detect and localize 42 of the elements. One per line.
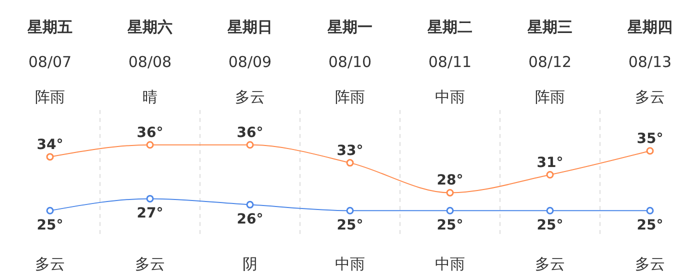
data-label: 25° xyxy=(636,218,664,234)
point xyxy=(546,206,554,214)
text: 多云 xyxy=(134,255,166,274)
point xyxy=(146,141,154,149)
x-tick-label: 星期一 08/10 阵雨 xyxy=(326,18,372,106)
point xyxy=(246,200,254,208)
text: 多云 xyxy=(534,255,566,274)
data-label: 28° xyxy=(436,172,464,189)
point xyxy=(446,188,454,196)
data-label: 31° xyxy=(536,154,564,171)
x-tick-label: 星期三 08/12 阵雨 xyxy=(526,18,572,106)
data-label: 25° xyxy=(336,218,364,234)
data-label: 36° xyxy=(136,124,164,141)
x-tick-label: 星期五 08/07 阵雨 xyxy=(26,18,72,106)
data-label: 25° xyxy=(36,218,64,234)
x-tick-label: 星期六 08/08 晴 xyxy=(126,18,172,106)
text: 多云 xyxy=(34,255,66,274)
data-label: 34° xyxy=(36,136,64,153)
point xyxy=(346,159,354,167)
point xyxy=(646,147,654,155)
data-label: 36° xyxy=(236,124,264,141)
point xyxy=(46,206,54,214)
point xyxy=(146,194,154,202)
data-label: 26° xyxy=(236,212,264,228)
point xyxy=(446,206,454,214)
point xyxy=(46,153,54,161)
x-tick-label: 星期日 08/09 多云 xyxy=(226,18,272,106)
text: 中雨 xyxy=(434,255,466,274)
point xyxy=(646,206,654,214)
data-label: 27° xyxy=(136,206,164,222)
point xyxy=(246,141,254,149)
data-label: 25° xyxy=(436,218,464,234)
point xyxy=(346,206,354,214)
text: 阴 xyxy=(242,255,258,274)
x-tick-label: 星期二 08/11 中雨 xyxy=(426,18,472,106)
x-tick-label: 星期四 08/13 多云 xyxy=(626,18,672,106)
point xyxy=(546,171,554,179)
data-label: 25° xyxy=(536,218,564,234)
data-label: 33° xyxy=(336,142,364,159)
text: 多云 xyxy=(634,255,666,274)
text: 中雨 xyxy=(334,255,366,274)
data-label: 35° xyxy=(636,130,664,147)
